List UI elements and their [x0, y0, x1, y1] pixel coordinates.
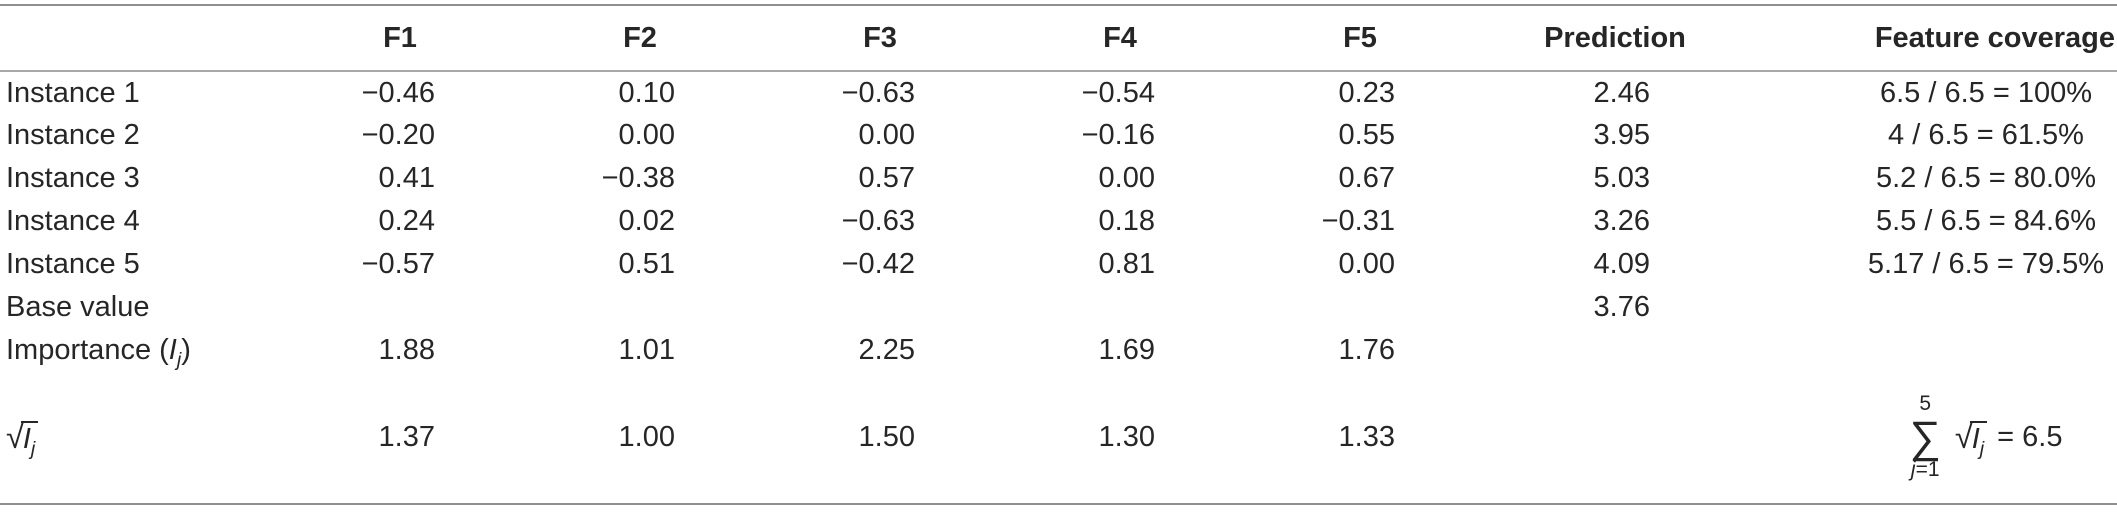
cell-f4: 0.81 [1098, 248, 1155, 280]
cell-prediction: 3.26 [1593, 205, 1650, 237]
cell-f1: −0.46 [361, 76, 435, 109]
sigma-symbol: ∑ [1909, 412, 1941, 462]
cell-f1 [280, 286, 520, 329]
cell-f2 [520, 286, 760, 329]
cell-feature-coverage: 6.5 / 6.5 = 100% [1879, 76, 2093, 109]
cell-f4: 1.69 [1098, 334, 1155, 366]
column-header-blank [0, 5, 280, 71]
cell-f3: 2.25 [858, 334, 915, 366]
cell-f3: −0.42 [841, 248, 915, 280]
cell-prediction [1480, 372, 1750, 504]
cell-f3 [760, 286, 1000, 329]
importance-label-prefix: Importance ( [6, 334, 169, 366]
cell-f4: 0.00 [1098, 162, 1155, 194]
sum-lower-limit: j=1 [1910, 458, 1940, 482]
cell-f3: 1.50 [858, 421, 915, 453]
cell-f5: 0.23 [1338, 76, 1395, 109]
cell-f1: −0.20 [361, 119, 435, 151]
cell-feature-coverage: 5 ∑ j=1 √Ij = 6.5 [1750, 372, 2117, 504]
cell-f2: 0.00 [618, 119, 675, 151]
column-header-f4: F4 [1103, 21, 1137, 54]
row-label: Instance 1 [6, 76, 140, 109]
sqrt-expression: √Ij [1954, 418, 1988, 458]
radicand: Ij [20, 420, 39, 458]
table-row-instance-1: Instance 1 −0.46 0.10 −0.63 −0.54 0.23 2… [0, 71, 2117, 114]
cell-f5: 0.00 [1338, 248, 1395, 280]
cell-f5: −0.31 [1321, 205, 1395, 237]
cell-prediction: 3.76 [1593, 291, 1650, 323]
cell-prediction: 5.03 [1593, 162, 1650, 194]
cell-f4: 0.18 [1098, 205, 1155, 237]
cell-f2: 0.51 [618, 248, 675, 280]
cell-f1: 0.24 [378, 205, 435, 237]
sqrt-expression: √Ij [6, 418, 39, 458]
cell-f5: 1.76 [1338, 334, 1395, 366]
cell-f4 [1000, 286, 1240, 329]
cell-f2: −0.38 [601, 162, 675, 194]
table-row-base-value: Base value 3.76 [0, 286, 2117, 329]
cell-f2: 1.01 [618, 334, 675, 366]
cell-f4: 1.30 [1098, 421, 1155, 453]
cell-f3: −0.63 [841, 205, 915, 237]
cell-f5: 1.33 [1338, 421, 1395, 453]
radicand: Ij [1969, 420, 1988, 458]
cell-f4: −0.54 [1081, 76, 1155, 109]
radical-sign: √ [1954, 418, 1973, 455]
cell-f4: −0.16 [1081, 119, 1155, 151]
row-label: Instance 5 [6, 248, 140, 280]
summation-formula: 5 ∑ j=1 √Ij = 6.5 [1910, 392, 2063, 482]
cell-feature-coverage [1750, 329, 2117, 372]
table-row-sqrt-importance: √Ij 1.37 1.00 1.50 1.30 1.33 5 ∑ j=1 √Ij [0, 372, 2117, 504]
cell-f5: 0.67 [1338, 162, 1395, 194]
radical-sign: √ [6, 418, 24, 455]
table-row-instance-3: Instance 3 0.41 −0.38 0.57 0.00 0.67 5.0… [0, 157, 2117, 200]
table-row-instance-4: Instance 4 0.24 0.02 −0.63 0.18 −0.31 3.… [0, 200, 2117, 243]
importance-variable: I [168, 334, 177, 366]
column-header-f3: F3 [863, 21, 897, 54]
row-label: Instance 3 [6, 162, 140, 194]
cell-f5 [1240, 286, 1480, 329]
cell-prediction: 2.46 [1593, 76, 1650, 109]
column-header-f5: F5 [1343, 21, 1377, 54]
cell-prediction: 4.09 [1593, 248, 1650, 280]
cell-f2: 0.10 [618, 76, 675, 109]
sum-upper-limit: 5 [1919, 392, 1932, 416]
cell-f2: 1.00 [618, 421, 675, 453]
cell-feature-coverage: 4 / 6.5 = 61.5% [1888, 119, 2084, 151]
formula-result: = 6.5 [1997, 420, 2063, 453]
table-row-instance-5: Instance 5 −0.57 0.51 −0.42 0.81 0.00 4.… [0, 243, 2117, 286]
row-label: Instance 4 [6, 205, 140, 237]
feature-importance-table: F1 F2 F3 F4 F5 Prediction Feature covera… [0, 4, 2117, 505]
column-header-prediction: Prediction [1544, 21, 1686, 54]
row-label: Instance 2 [6, 119, 140, 151]
cell-f5: 0.55 [1338, 119, 1395, 151]
column-header-feature-coverage: Feature coverage [1874, 21, 2115, 54]
cell-f2: 0.02 [618, 205, 675, 237]
cell-f1: 0.41 [378, 162, 435, 194]
cell-feature-coverage: 5.2 / 6.5 = 80.0% [1875, 162, 2097, 194]
cell-feature-coverage [1750, 286, 2117, 329]
importance-label-suffix: ) [181, 334, 191, 366]
column-header-f2: F2 [623, 21, 657, 54]
row-label-sqrt-importance: √Ij [0, 372, 280, 504]
row-label: Base value [6, 291, 150, 323]
sigma-block: 5 ∑ j=1 [1910, 392, 1941, 482]
table-row-instance-2: Instance 2 −0.20 0.00 0.00 −0.16 0.55 3.… [0, 114, 2117, 157]
cell-f1: −0.57 [361, 248, 435, 280]
cell-f3: −0.63 [841, 76, 915, 109]
cell-f1: 1.37 [378, 421, 435, 453]
cell-feature-coverage: 5.5 / 6.5 = 84.6% [1875, 205, 2097, 237]
importance-subscript: j [176, 348, 182, 371]
cell-prediction: 3.95 [1593, 119, 1650, 151]
cell-prediction [1480, 329, 1750, 372]
cell-feature-coverage: 5.17 / 6.5 = 79.5% [1867, 248, 2105, 280]
row-label-importance: Importance (Ij) [0, 329, 280, 372]
cell-f3: 0.00 [858, 119, 915, 151]
cell-f1: 1.88 [378, 334, 435, 366]
cell-f3: 0.57 [858, 162, 915, 194]
column-header-f1: F1 [383, 21, 417, 54]
table-row-importance: Importance (Ij) 1.88 1.01 2.25 1.69 1.76 [0, 329, 2117, 372]
header-row: F1 F2 F3 F4 F5 Prediction Feature covera… [0, 5, 2117, 71]
